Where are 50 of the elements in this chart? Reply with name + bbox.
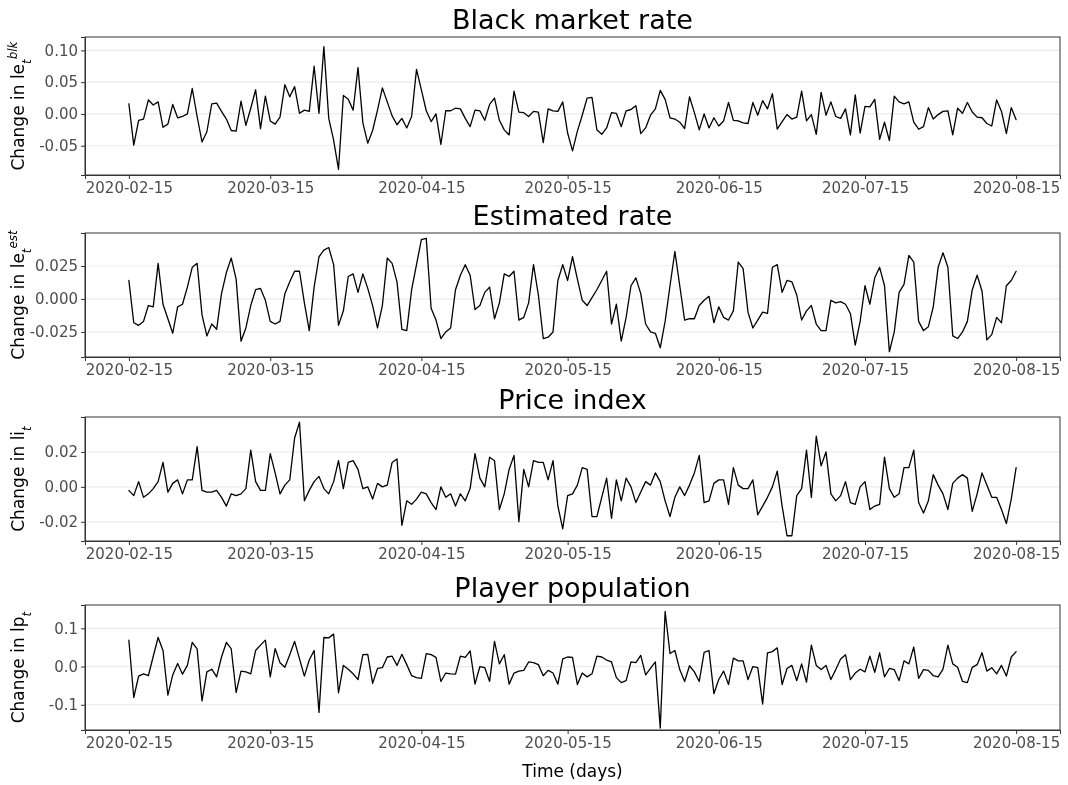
y-tick-label: -0.1 — [48, 696, 78, 715]
y-tick-label: -0.025 — [29, 323, 78, 342]
x-tick-label: 2020-08-15 — [973, 733, 1061, 752]
x-tick-label: 2020-08-15 — [973, 178, 1061, 197]
y-tick-label: 0.00 — [44, 478, 78, 497]
y-tick-label: 0.000 — [35, 290, 78, 309]
x-tick-label: 2020-07-15 — [821, 178, 910, 197]
y-tick-label: 0.02 — [44, 443, 78, 462]
x-tick-label: 2020-03-15 — [227, 733, 315, 752]
chart-title: Black market rate — [452, 4, 693, 35]
chart-title: Price index — [498, 384, 647, 415]
x-tick-label: 2020-03-15 — [227, 544, 315, 563]
x-tick-label: 2020-02-15 — [85, 178, 173, 197]
x-tick-label: 2020-03-15 — [227, 178, 315, 197]
x-tick-label: 2020-03-15 — [227, 360, 315, 379]
x-tick-label: 2020-05-15 — [524, 544, 612, 563]
x-tick-label: 2020-02-15 — [85, 360, 173, 379]
x-tick-label: 2020-08-15 — [973, 544, 1061, 563]
x-tick-label: 2020-04-15 — [378, 178, 466, 197]
x-tick-label: 2020-06-15 — [675, 360, 763, 379]
y-tick-label: -0.02 — [39, 513, 78, 532]
x-axis-title: Time (days) — [521, 761, 623, 781]
x-tick-label: 2020-02-15 — [85, 544, 173, 563]
line-series — [128, 237, 1017, 353]
x-tick-label: 2020-05-15 — [524, 360, 612, 379]
x-tick-label: 2020-07-15 — [821, 544, 910, 563]
x-tick-label: 2020-07-15 — [821, 733, 910, 752]
y-tick-label: 0.1 — [54, 619, 78, 638]
line-series — [128, 610, 1017, 729]
y-tick-label: 0.0 — [54, 657, 78, 676]
x-tick-label: 2020-04-15 — [378, 544, 466, 563]
x-tick-label: 2020-08-15 — [973, 360, 1061, 379]
x-tick-label: 2020-06-15 — [675, 733, 763, 752]
y-tick-label: 0.10 — [44, 41, 78, 60]
x-tick-label: 2020-05-15 — [524, 733, 612, 752]
line-series — [128, 421, 1017, 537]
y-tick-label: -0.05 — [39, 137, 78, 156]
x-tick-label: 2020-07-15 — [821, 360, 910, 379]
x-tick-label: 2020-06-15 — [675, 544, 763, 563]
chart-title: Estimated rate — [472, 200, 673, 231]
x-tick-label: 2020-04-15 — [378, 360, 466, 379]
x-tick-label: 2020-02-15 — [85, 733, 173, 752]
y-tick-label: 0.025 — [35, 257, 78, 276]
line-series — [128, 45, 1017, 170]
chart-title: Player population — [454, 572, 691, 603]
x-tick-label: 2020-04-15 — [378, 733, 466, 752]
x-tick-label: 2020-05-15 — [524, 178, 612, 197]
x-tick-label: 2020-06-15 — [675, 178, 763, 197]
y-tick-label: 0.05 — [44, 73, 78, 92]
y-tick-label: 0.00 — [44, 105, 78, 124]
